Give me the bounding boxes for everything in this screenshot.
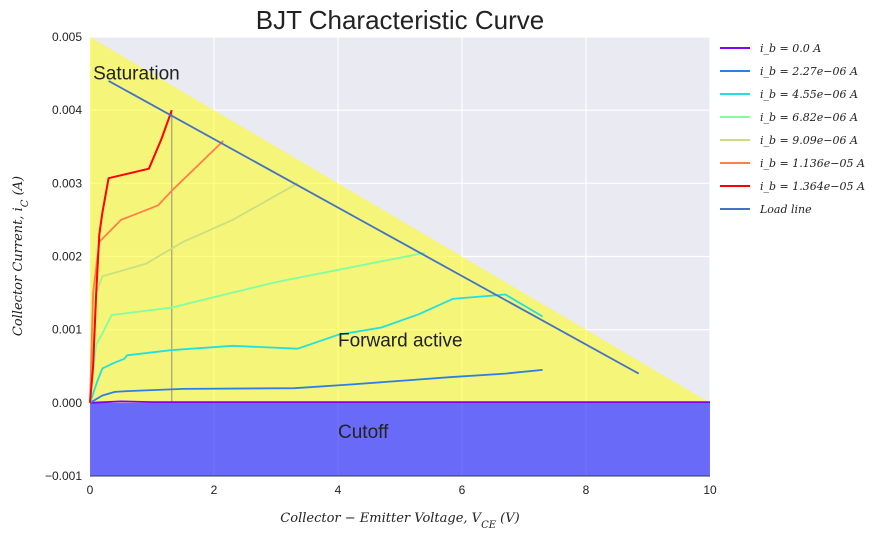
x-axis-label-subscript: CE bbox=[481, 520, 497, 531]
x-tick-label: 0 bbox=[87, 483, 94, 497]
y-tick-label: 0.004 bbox=[52, 103, 82, 117]
legend-label-7: Load line bbox=[759, 203, 812, 216]
x-axis-label-unit: (V) bbox=[496, 511, 520, 526]
x-tick-label: 2 bbox=[211, 483, 218, 497]
y-tick-label: −0.001 bbox=[45, 469, 82, 483]
region-fills bbox=[90, 37, 710, 477]
x-tick-label: 10 bbox=[703, 483, 717, 497]
series-line-5 bbox=[89, 140, 224, 403]
legend: i_b = 0.0 A i_b = 2.27e−06 A i_b = 4.55e−0… bbox=[720, 42, 865, 216]
series-lines bbox=[89, 80, 710, 404]
series-line-7 bbox=[108, 80, 640, 375]
x-tick-label: 4 bbox=[335, 483, 342, 497]
x-tick-label: 6 bbox=[459, 483, 466, 497]
legend-label-6: i_b = 1.364e−05 A bbox=[760, 180, 865, 193]
y-tick-label: 0.000 bbox=[52, 396, 82, 410]
legend-label-1: i_b = 2.27e−06 A bbox=[760, 65, 858, 78]
forward-active-region bbox=[90, 37, 710, 403]
y-axis-label: Collector Current, iC (A) bbox=[11, 176, 31, 336]
legend-label-4: i_b = 9.09e−06 A bbox=[760, 134, 858, 147]
chart-title: BJT Characteristic Curve bbox=[256, 5, 545, 35]
legend-label-2: i_b = 4.55e−06 A bbox=[760, 88, 858, 101]
series-line-3 bbox=[89, 251, 425, 403]
legend-label-3: i_b = 6.82e−06 A bbox=[760, 111, 858, 124]
y-tick-label: 0.003 bbox=[52, 176, 82, 190]
y-tick-label: 0.001 bbox=[52, 323, 82, 337]
series-line-6 bbox=[89, 109, 173, 403]
y-axis-label-unit: (A) bbox=[11, 176, 26, 200]
tick-labels: 0 2 4 6 8 10 −0.001 0.000 0.001 0.002 0.003 0.004 0.… bbox=[45, 30, 717, 497]
series-line-0 bbox=[89, 400, 710, 404]
x-tick-label: 8 bbox=[583, 483, 590, 497]
series-line-1 bbox=[89, 369, 543, 404]
x-axis-label: Collector − Emitter Voltage, VCE (V) bbox=[280, 511, 519, 531]
legend-label-5: i_b = 1.136e−05 A bbox=[760, 157, 865, 170]
region-label-0: Saturation bbox=[93, 64, 180, 85]
y-tick-label: 0.002 bbox=[52, 250, 82, 264]
y-axis-label-subscript: C bbox=[20, 199, 31, 207]
series-line-2 bbox=[89, 293, 544, 404]
region-label-2: Cutoff bbox=[338, 422, 389, 443]
y-tick-label: 0.005 bbox=[52, 30, 82, 44]
legend-label-0: i_b = 0.0 A bbox=[760, 42, 821, 55]
cutoff-region bbox=[90, 402, 710, 476]
region-labels: Saturation Forward active Cutoff bbox=[93, 64, 463, 444]
region-label-1: Forward active bbox=[338, 331, 463, 352]
